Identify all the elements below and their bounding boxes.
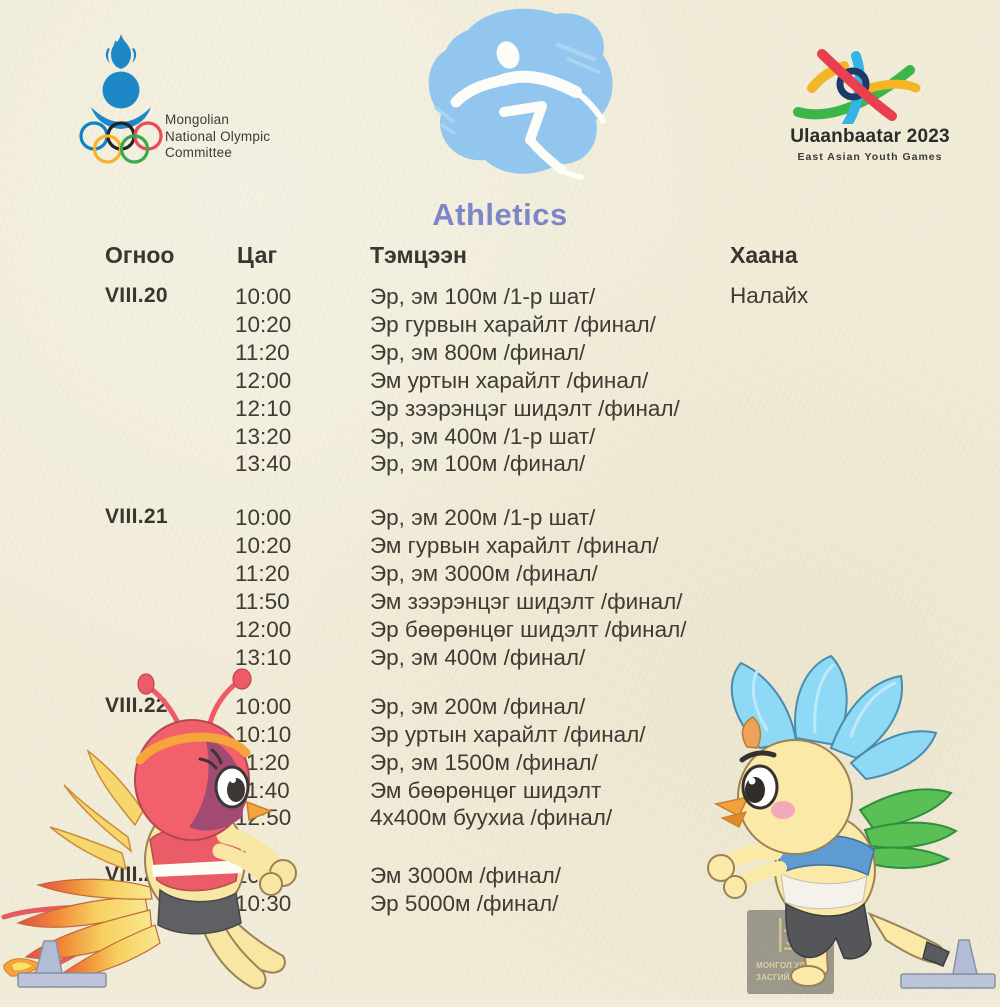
schedule-row: 10:00 Эр, эм 200м /1-р шат/ [235, 504, 1000, 532]
mascot-left [0, 665, 345, 1000]
time-cell: 10:00 [235, 693, 292, 719]
event-cell: 4х400м буухиа /финал/ [370, 805, 613, 831]
day-rows: 10:00 Эр, эм 200м /финал/ 10:10 Эр уртын… [235, 693, 1000, 833]
date-label: VIII.21 [105, 505, 168, 529]
schedule-row: 10:30 Эр 5000м /финал/ [235, 890, 1000, 918]
event-cell: Эр, эм 200м /финал/ [370, 693, 586, 719]
event-cell: Эр 5000м /финал/ [370, 891, 559, 917]
schedule-row: 10:00 Эр, эм 100м /1-р шат/ [235, 283, 1000, 311]
games-subtitle: East Asian Youth Games [797, 151, 943, 163]
phoenix-mascot-icon [1, 668, 297, 990]
event-cell: Эр, эм 1500м /финал/ [370, 749, 598, 775]
time-cell: 11:20 [235, 561, 290, 587]
event-cell: Эр, эм 200м /1-р шат/ [370, 505, 596, 531]
event-cell: Эр, эм 400м /1-р шат/ [370, 423, 596, 449]
event-cell: Эр зээрэнцэг шидэлт /финал/ [370, 395, 680, 421]
venue-cell: Налайх [730, 283, 809, 308]
soyombo-olympic-rings-icon [79, 34, 163, 164]
day-rows: 10:00 Эр, эм 100м /1-р шат/ 10:20 Эр гур… [235, 283, 1000, 478]
time-cell: 13:10 [235, 644, 292, 670]
date-label: VIII.20 [105, 284, 168, 307]
time-cell: 10:20 [235, 311, 292, 337]
event-cell: Эм гурвын харайлт /финал/ [370, 533, 659, 559]
table-header: Огноо Цаг Тэмцээн Хаана [0, 242, 1000, 270]
event-cell: Эм уртын харайлт /финал/ [370, 367, 649, 393]
event-cell: Эр, эм 400м /финал/ [370, 644, 586, 670]
time-cell: 12:00 [235, 616, 292, 642]
day-rows: 10:00 Эр, эм 200м /1-р шат/ 10:20 Эм гур… [235, 504, 1000, 671]
schedule-row: 12:00 Эм уртын харайлт /финал/ [235, 367, 1000, 395]
schedule-row: 11:20 Эр, эм 3000м /финал/ [235, 560, 1000, 588]
mnoc-line2: National Olympic [165, 128, 271, 144]
schedule-row: 10:00 Эр, эм 200м /финал/ [235, 693, 1000, 721]
time-cell: 11:20 [235, 339, 290, 365]
time-cell: 10:00 [235, 505, 292, 531]
time-cell: 13:40 [235, 451, 292, 477]
event-cell: Эм 3000м /финал/ [370, 863, 562, 889]
page-title: Athletics [432, 197, 568, 232]
watermark-line1: МОНГОЛ УЛСЫН [755, 961, 826, 970]
time-cell: 13:20 [235, 423, 292, 449]
schedule-row: 11:20 Эр, эм 1500м /финал/ [235, 749, 1000, 777]
schedule-row: 10:20 Эр гурвын харайлт /финал/ [235, 311, 1000, 339]
column-header-date: Огноо [105, 242, 175, 268]
games-title: Ulaanbaatar 2023 [790, 126, 950, 147]
column-header-venue: Хаана [730, 242, 798, 268]
athletics-runner-icon [428, 8, 613, 180]
mnoc-line1: Mongolian [165, 112, 230, 127]
event-cell: Эм бөөрөнцөг шидэлт [370, 777, 602, 803]
schedule-row: 13:20 Эр, эм 400м /1-р шат/ [235, 423, 1000, 451]
mnoc-line3: Committee [165, 145, 233, 160]
schedule-row: 11:20 Эр, эм 800м /финал/ [235, 339, 1000, 367]
event-cell: Эр бөөрөнцөг шидэлт /финал/ [370, 616, 687, 642]
schedule-row: 12:00 Эр бөөрөнцөг шидэлт /финал/ [235, 616, 1000, 644]
event-cell: Эр, эм 800м /финал/ [370, 339, 586, 365]
schedule-row: 13:10 Эр, эм 400м /финал/ [235, 644, 1000, 672]
column-header-time: Цаг [237, 242, 278, 268]
schedule-row: 13:40 Эр, эм 100м /финал/ [235, 450, 1000, 478]
time-cell: 11:50 [235, 589, 290, 615]
schedule-day-block: VIII.22 10:00 Эр, эм 200м /финал/ 10:10 … [0, 693, 1000, 833]
schedule-day-block: VIII.21 10:00 Эр, эм 200м /1-р шат/ 10:2… [0, 504, 1000, 671]
event-cell: Эр уртын харайлт /финал/ [370, 721, 646, 747]
time-cell: 10:00 [235, 284, 292, 309]
event-cell: Эр гурвын харайлт /финал/ [370, 311, 656, 337]
ulaanbaatar-ribbons-icon [793, 49, 921, 133]
event-cell: Эр, эм 100м /1-р шат/ [370, 284, 596, 309]
schedule-row: 10:20 Эм гурвын харайлт /финал/ [235, 532, 1000, 560]
mascot-right [655, 652, 1000, 1002]
schedule-day-block: VIII.20 Налайх 10:00 Эр, эм 100м /1-р ша… [0, 283, 1000, 478]
chick-mascot-icon [707, 654, 996, 989]
time-cell: 12:00 [235, 367, 292, 393]
time-cell: 12:10 [235, 395, 292, 421]
date-label: VIII.22 [105, 693, 168, 717]
event-cell: Эм зээрэнцэг шидэлт /финал/ [370, 589, 683, 615]
time-cell: 10:20 [235, 533, 292, 559]
time-cell: 10:30 [235, 891, 292, 917]
column-header-event: Тэмцээн [370, 242, 467, 268]
schedule-row: 11:50 Эм зээрэнцэг шидэлт /финал/ [235, 588, 1000, 616]
schedule-row: 10:10 Эр уртын харайлт /финал/ [235, 721, 1000, 749]
event-cell: Эр, эм 100м /финал/ [370, 451, 586, 477]
athletics-pictogram [408, 0, 620, 192]
mnoc-label: Mongolian National Olympic Committee [165, 112, 270, 162]
mnoc-logo: Mongolian National Olympic Committee [70, 28, 305, 168]
schedule-row: 12:10 Эр зээрэнцэг шидэлт /финал/ [235, 395, 1000, 423]
games-logo: Ulaanbaatar 2023 East Asian Youth Games [768, 28, 972, 178]
time-cell: 10:10 [235, 721, 292, 747]
event-cell: Эр, эм 3000м /финал/ [370, 561, 598, 587]
